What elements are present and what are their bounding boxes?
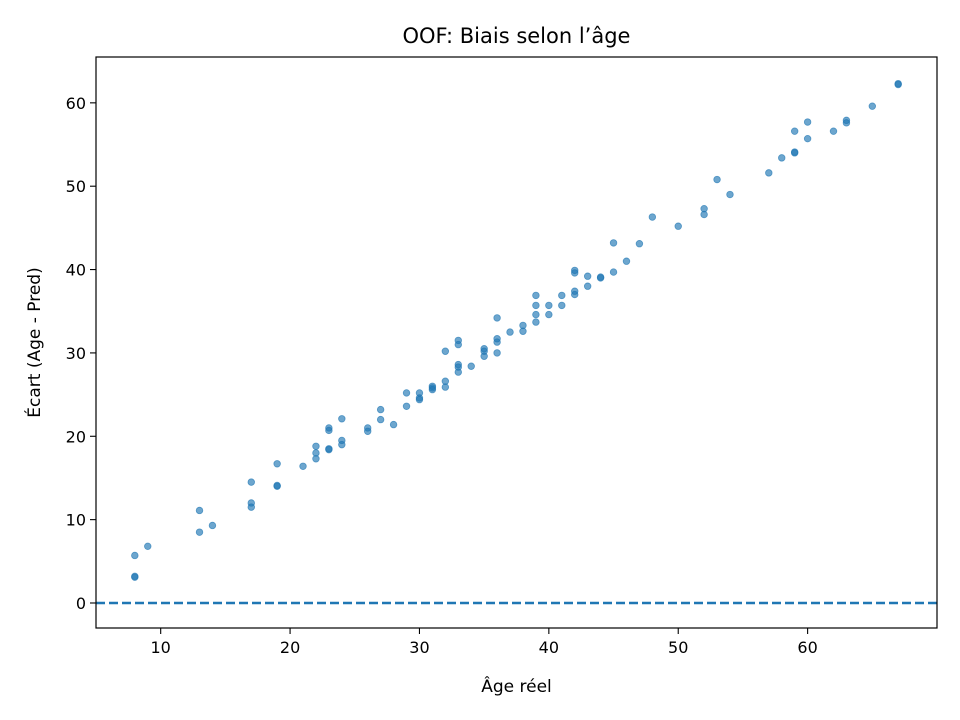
x-tick-label: 60 — [797, 638, 817, 657]
data-point — [455, 341, 462, 348]
data-point — [843, 120, 850, 127]
data-point — [377, 416, 384, 423]
data-point — [339, 441, 346, 448]
data-point — [869, 103, 876, 110]
data-point — [455, 369, 462, 376]
data-point — [804, 119, 811, 126]
data-point — [791, 128, 798, 135]
data-point — [546, 311, 553, 318]
data-point — [804, 135, 811, 142]
data-point — [209, 522, 216, 529]
data-point — [377, 406, 384, 413]
data-point — [429, 385, 436, 392]
data-point — [533, 292, 540, 299]
data-point — [636, 240, 643, 247]
data-point — [533, 319, 540, 326]
x-tick-label: 50 — [668, 638, 688, 657]
data-point — [364, 428, 371, 435]
data-point — [132, 552, 139, 559]
data-point — [584, 283, 591, 290]
data-point — [584, 273, 591, 280]
data-point — [571, 270, 578, 277]
data-point — [494, 339, 501, 346]
y-tick-label: 60 — [66, 94, 86, 113]
y-tick-label: 50 — [66, 177, 86, 196]
y-tick-label: 0 — [76, 594, 86, 613]
x-tick-label: 20 — [280, 638, 300, 657]
x-tick-label: 40 — [539, 638, 559, 657]
data-point — [546, 302, 553, 309]
data-point — [791, 150, 798, 157]
data-point — [300, 463, 307, 470]
data-point — [416, 396, 423, 403]
data-point — [390, 421, 397, 428]
data-point — [248, 504, 255, 511]
data-point — [313, 443, 320, 450]
data-point — [701, 211, 708, 218]
data-point — [778, 155, 785, 162]
data-point — [132, 573, 139, 580]
y-tick-label: 20 — [66, 427, 86, 446]
data-point — [597, 275, 604, 282]
data-point — [610, 269, 617, 276]
data-point — [481, 353, 488, 360]
data-point — [313, 455, 320, 462]
data-point — [326, 427, 333, 434]
data-point — [830, 128, 837, 135]
data-point — [274, 460, 281, 467]
data-point — [144, 543, 151, 550]
data-point — [558, 292, 565, 299]
data-point — [442, 348, 449, 355]
y-tick-label: 10 — [66, 511, 86, 530]
data-point — [274, 482, 281, 489]
data-point — [507, 329, 514, 336]
data-point — [766, 170, 773, 177]
data-point — [533, 302, 540, 309]
data-point — [248, 479, 255, 486]
data-point — [468, 363, 475, 370]
y-tick-label: 30 — [66, 344, 86, 363]
data-point — [623, 258, 630, 265]
data-point — [675, 223, 682, 230]
data-point — [895, 81, 902, 88]
data-point — [196, 507, 203, 514]
data-point — [610, 240, 617, 247]
data-point — [494, 350, 501, 357]
x-axis-label: Âge réel — [481, 675, 552, 697]
data-point — [714, 176, 721, 183]
data-point — [442, 384, 449, 391]
data-point — [196, 529, 203, 536]
chart-title: OOF: Biais selon l’âge — [403, 24, 631, 48]
data-point — [326, 446, 333, 453]
data-point — [533, 311, 540, 318]
data-point — [403, 390, 410, 397]
data-point — [339, 415, 346, 422]
data-point — [494, 315, 501, 322]
data-point — [558, 302, 565, 309]
y-axis-label: Écart (Age - Pred) — [23, 267, 45, 417]
y-tick-label: 40 — [66, 261, 86, 280]
data-point — [520, 328, 527, 335]
x-tick-label: 10 — [151, 638, 171, 657]
data-point — [403, 403, 410, 410]
data-point — [727, 191, 734, 198]
data-point — [571, 291, 578, 298]
data-point — [649, 214, 656, 221]
x-tick-label: 30 — [409, 638, 429, 657]
